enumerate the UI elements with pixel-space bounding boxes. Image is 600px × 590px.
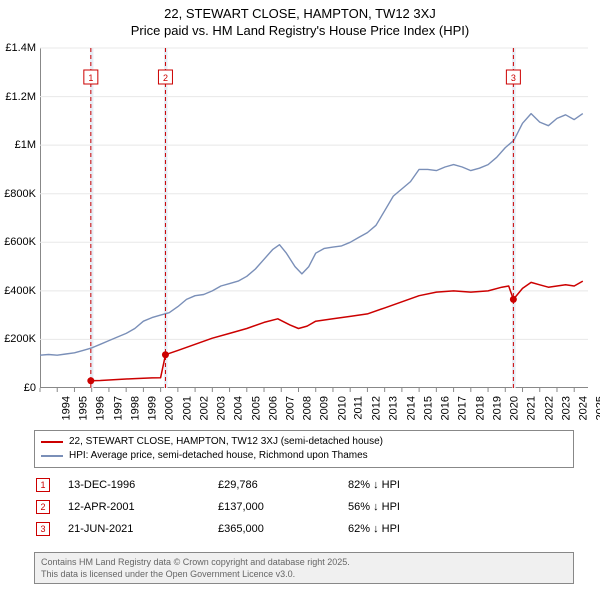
- x-tick-label: 2005: [250, 396, 262, 420]
- x-tick-label: 2017: [457, 396, 469, 420]
- legend-item-hpi: HPI: Average price, semi-detached house,…: [41, 449, 567, 463]
- x-tick-label: 2023: [560, 396, 572, 420]
- title-address: 22, STEWART CLOSE, HAMPTON, TW12 3XJ: [0, 6, 600, 21]
- x-tick-label: 1994: [60, 396, 72, 420]
- legend-swatch: [41, 455, 63, 457]
- footer-line1: Contains HM Land Registry data © Crown c…: [41, 556, 567, 568]
- title-subtitle: Price paid vs. HM Land Registry's House …: [0, 23, 600, 38]
- y-tick-label: £1.4M: [5, 42, 36, 54]
- x-tick-label: 2020: [509, 396, 521, 420]
- x-tick-label: 2010: [336, 396, 348, 420]
- legend-swatch: [41, 441, 63, 443]
- x-tick-label: 2022: [543, 396, 555, 420]
- x-tick-label: 2006: [267, 396, 279, 420]
- x-tick-label: 2016: [440, 396, 452, 420]
- x-tick-label: 2014: [405, 396, 417, 420]
- x-tick-label: 2015: [422, 396, 434, 420]
- legend-label: 22, STEWART CLOSE, HAMPTON, TW12 3XJ (se…: [69, 435, 383, 449]
- x-tick-label: 2011: [353, 396, 365, 420]
- footer-line2: This data is licensed under the Open Gov…: [41, 568, 567, 580]
- svg-text:3: 3: [511, 73, 516, 83]
- x-tick-label: 1996: [95, 396, 107, 420]
- x-tick-label: 1995: [78, 396, 90, 420]
- y-tick-label: £1M: [15, 139, 36, 151]
- legend-label: HPI: Average price, semi-detached house,…: [69, 449, 368, 463]
- sale-price: £365,000: [218, 523, 348, 535]
- sale-delta: 62% ↓ HPI: [348, 523, 574, 535]
- plot-svg: 1 2 3: [40, 48, 588, 388]
- x-tick-label: 2018: [474, 396, 486, 420]
- sale-price: £29,786: [218, 479, 348, 491]
- x-tick-label: 2007: [285, 396, 297, 420]
- svg-text:1: 1: [88, 73, 93, 83]
- x-tick-label: 2013: [388, 396, 400, 420]
- x-tick-label: 2004: [233, 396, 245, 420]
- x-tick-label: 2003: [216, 396, 228, 420]
- x-tick-label: 2002: [198, 396, 210, 420]
- sales-table: 1 13-DEC-1996 £29,786 82% ↓ HPI 2 12-APR…: [34, 474, 574, 540]
- x-tick-label: 2008: [302, 396, 314, 420]
- x-tick-label: 2001: [181, 396, 193, 420]
- x-tick-label: 2019: [491, 396, 503, 420]
- x-tick-label: 2021: [526, 396, 538, 420]
- y-tick-label: £800K: [4, 188, 36, 200]
- sale-delta: 56% ↓ HPI: [348, 501, 574, 513]
- x-tick-label: 1999: [147, 396, 159, 420]
- sale-price: £137,000: [218, 501, 348, 513]
- sale-row: 1 13-DEC-1996 £29,786 82% ↓ HPI: [34, 474, 574, 496]
- footer-attribution: Contains HM Land Registry data © Crown c…: [34, 552, 574, 584]
- chart-area: 123 £0£200K£400K£600K£800K£1M£1.2M£1.4M1…: [40, 48, 588, 388]
- chart-container: 22, STEWART CLOSE, HAMPTON, TW12 3XJ Pri…: [0, 0, 600, 590]
- title-block: 22, STEWART CLOSE, HAMPTON, TW12 3XJ Pri…: [0, 0, 600, 38]
- sale-date: 12-APR-2001: [68, 501, 218, 513]
- sale-marker: 2: [36, 500, 50, 514]
- y-tick-label: £400K: [4, 285, 36, 297]
- legend-item-price-paid: 22, STEWART CLOSE, HAMPTON, TW12 3XJ (se…: [41, 435, 567, 449]
- x-tick-label: 1997: [112, 396, 124, 420]
- x-tick-label: 2000: [164, 396, 176, 420]
- y-tick-label: £1.2M: [5, 91, 36, 103]
- sale-delta: 82% ↓ HPI: [348, 479, 574, 491]
- x-tick-label: 2012: [371, 396, 383, 420]
- sale-row: 3 21-JUN-2021 £365,000 62% ↓ HPI: [34, 518, 574, 540]
- x-tick-label: 2025: [595, 396, 600, 420]
- x-tick-label: 2009: [319, 396, 331, 420]
- sale-date: 21-JUN-2021: [68, 523, 218, 535]
- sale-row: 2 12-APR-2001 £137,000 56% ↓ HPI: [34, 496, 574, 518]
- sale-date: 13-DEC-1996: [68, 479, 218, 491]
- x-tick-label: 1998: [129, 396, 141, 420]
- x-tick-label: 2024: [577, 396, 589, 420]
- sale-marker: 1: [36, 478, 50, 492]
- legend-box: 22, STEWART CLOSE, HAMPTON, TW12 3XJ (se…: [34, 430, 574, 468]
- sale-marker: 3: [36, 522, 50, 536]
- svg-text:2: 2: [163, 73, 168, 83]
- y-tick-label: £600K: [4, 236, 36, 248]
- y-tick-label: £200K: [4, 333, 36, 345]
- y-tick-label: £0: [24, 382, 36, 394]
